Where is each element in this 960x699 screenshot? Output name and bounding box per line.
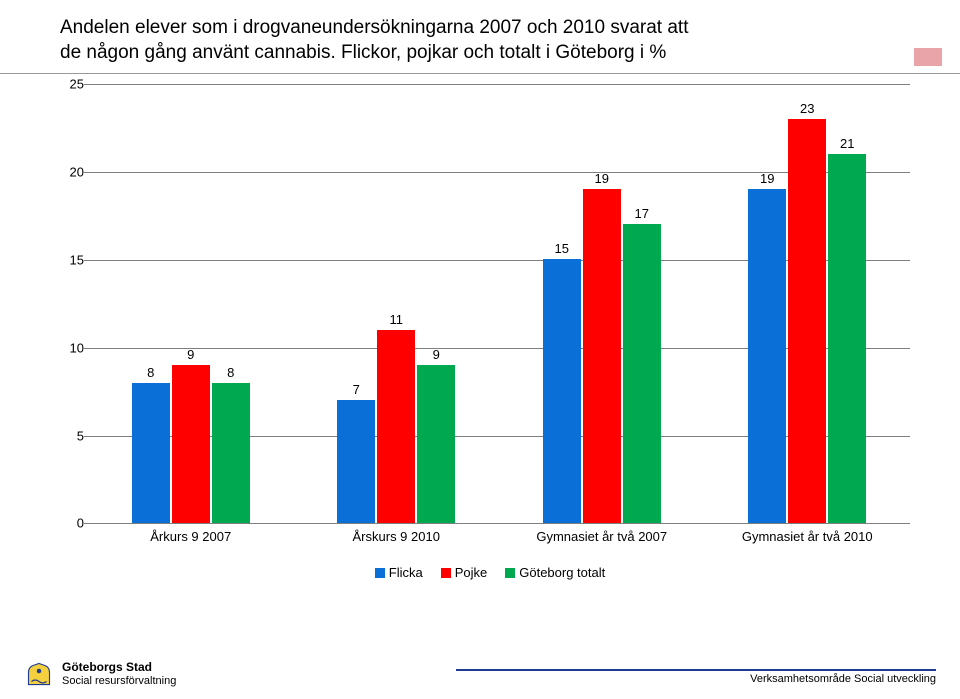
slide-title: Andelen elever som i drogvaneundersöknin… xyxy=(60,16,920,65)
plot-area: 0510152025898Årkurs 9 20077119Årskurs 9 … xyxy=(88,84,910,524)
legend-item: Pojke xyxy=(441,565,488,580)
bar xyxy=(212,383,250,524)
y-tick-label: 20 xyxy=(60,165,84,180)
header: Andelen elever som i drogvaneundersöknin… xyxy=(0,0,960,74)
y-tick-mark xyxy=(84,172,88,173)
bar xyxy=(132,383,170,524)
legend-swatch xyxy=(505,568,515,578)
y-tick-mark xyxy=(84,436,88,437)
x-axis-label: Gymnasiet år två 2007 xyxy=(512,529,692,544)
bar-wrap: 17 xyxy=(623,224,661,523)
bar-value-label: 19 xyxy=(583,171,621,186)
x-axis-label: Gymnasiet år två 2010 xyxy=(717,529,897,544)
y-tick-label: 25 xyxy=(60,77,84,92)
y-tick-mark xyxy=(84,260,88,261)
goteborg-logo-icon xyxy=(24,659,54,689)
y-tick-mark xyxy=(84,84,88,85)
footer-org: Göteborgs Stad xyxy=(62,660,176,674)
legend-label: Göteborg totalt xyxy=(519,565,605,580)
bar-wrap: 7 xyxy=(337,400,375,523)
chart: 0510152025898Årkurs 9 20077119Årskurs 9 … xyxy=(60,84,920,584)
bar xyxy=(417,365,455,523)
bar-wrap: 23 xyxy=(788,119,826,524)
y-tick-label: 15 xyxy=(60,252,84,267)
y-tick-label: 5 xyxy=(60,428,84,443)
bar-wrap: 15 xyxy=(543,259,581,523)
bar-value-label: 9 xyxy=(417,347,455,362)
bar-value-label: 21 xyxy=(828,136,866,151)
y-tick-mark xyxy=(84,348,88,349)
bar-value-label: 9 xyxy=(172,347,210,362)
legend-label: Pojke xyxy=(455,565,488,580)
bar xyxy=(172,365,210,523)
bar xyxy=(828,154,866,524)
bar-value-label: 23 xyxy=(788,101,826,116)
bar-wrap: 9 xyxy=(417,365,455,523)
bar-group: 151917Gymnasiet år två 2007 xyxy=(524,189,680,523)
bar-value-label: 11 xyxy=(377,312,415,327)
title-line-2: de någon gång använt cannabis. Flickor, … xyxy=(60,42,666,63)
bar-value-label: 15 xyxy=(543,241,581,256)
bar-value-label: 7 xyxy=(337,382,375,397)
accent-block xyxy=(914,48,942,66)
bar-group: 7119Årskurs 9 2010 xyxy=(318,330,474,524)
bar-wrap: 8 xyxy=(132,383,170,524)
bar xyxy=(543,259,581,523)
y-tick-label: 10 xyxy=(60,340,84,355)
x-axis-label: Årkurs 9 2007 xyxy=(101,529,281,544)
bar-wrap: 11 xyxy=(377,330,415,524)
bar xyxy=(377,330,415,524)
bar-value-label: 8 xyxy=(212,365,250,380)
bar-wrap: 19 xyxy=(583,189,621,523)
y-tick-mark xyxy=(84,523,88,524)
legend-item: Flicka xyxy=(375,565,423,580)
bar-group: 898Årkurs 9 2007 xyxy=(113,365,269,523)
bar-group: 192321Gymnasiet år två 2010 xyxy=(729,119,885,524)
bar xyxy=(337,400,375,523)
bar-wrap: 19 xyxy=(748,189,786,523)
bar-value-label: 19 xyxy=(748,171,786,186)
footer: Göteborgs Stad Social resursförvaltning … xyxy=(24,659,936,689)
title-line-1: Andelen elever som i drogvaneundersöknin… xyxy=(60,17,688,38)
bar-wrap: 8 xyxy=(212,383,250,524)
legend-swatch xyxy=(375,568,385,578)
bar-wrap: 21 xyxy=(828,154,866,524)
bar-value-label: 8 xyxy=(132,365,170,380)
legend-swatch xyxy=(441,568,451,578)
y-tick-label: 0 xyxy=(60,516,84,531)
bar-value-label: 17 xyxy=(623,206,661,221)
grid-line xyxy=(88,84,910,85)
legend: Flicka Pojke Göteborg totalt xyxy=(60,565,920,580)
x-axis-label: Årskurs 9 2010 xyxy=(306,529,486,544)
legend-label: Flicka xyxy=(389,565,423,580)
footer-text: Göteborgs Stad Social resursförvaltning xyxy=(62,660,176,688)
legend-item: Göteborg totalt xyxy=(505,565,605,580)
bar xyxy=(788,119,826,524)
footer-right: Verksamhetsområde Social utveckling xyxy=(456,669,936,685)
bar-wrap: 9 xyxy=(172,365,210,523)
bar xyxy=(748,189,786,523)
footer-dept: Social resursförvaltning xyxy=(62,675,176,688)
bar xyxy=(623,224,661,523)
bar xyxy=(583,189,621,523)
